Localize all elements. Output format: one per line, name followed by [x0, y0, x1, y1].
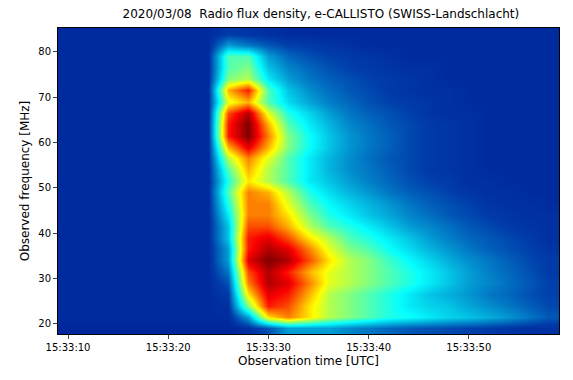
svg-text:15:33:40: 15:33:40	[346, 342, 391, 353]
svg-text:2020/03/08 Radio flux density: 2020/03/08 Radio flux density, e-CALLIST…	[123, 7, 520, 21]
svg-text:Observation time [UTC]: Observation time [UTC]	[238, 354, 379, 368]
svg-text:50: 50	[38, 182, 51, 193]
svg-text:40: 40	[38, 228, 51, 239]
svg-text:30: 30	[38, 273, 51, 284]
svg-text:15:33:30: 15:33:30	[246, 342, 291, 353]
svg-text:15:33:20: 15:33:20	[146, 342, 191, 353]
svg-text:15:33:50: 15:33:50	[446, 342, 491, 353]
svg-text:80: 80	[38, 46, 51, 57]
svg-text:20: 20	[38, 318, 51, 329]
svg-text:Observed frequency [MHz]: Observed frequency [MHz]	[18, 101, 32, 262]
svg-text:15:33:10: 15:33:10	[46, 342, 91, 353]
svg-text:60: 60	[38, 137, 51, 148]
svg-text:70: 70	[38, 92, 51, 103]
